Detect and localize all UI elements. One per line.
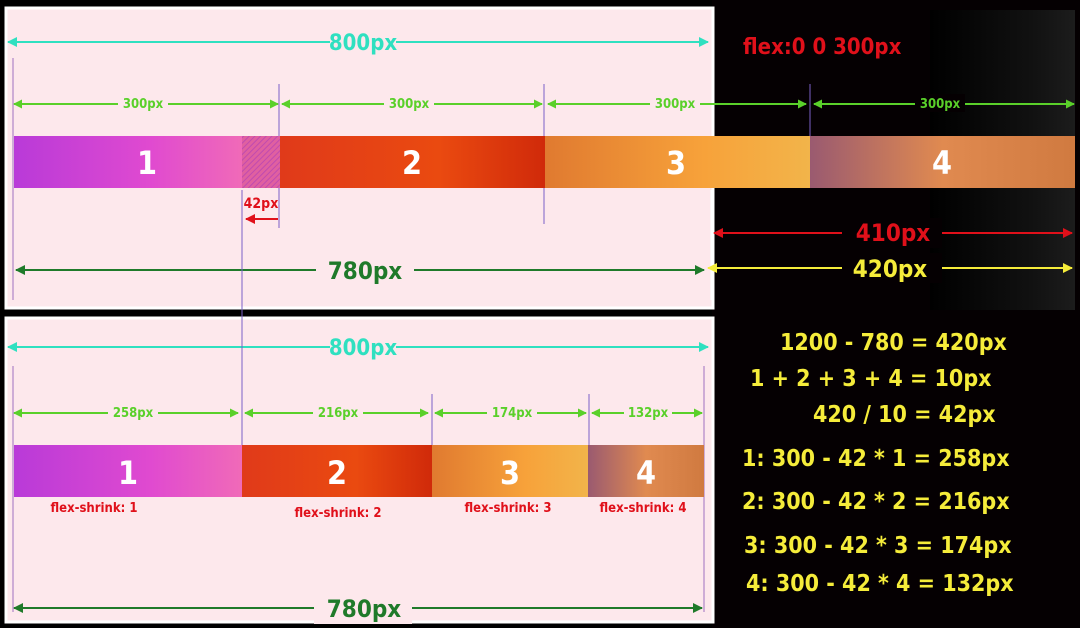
bottom-flex-items: 1 2 3 4	[14, 445, 704, 497]
top-item-2-label: 2	[402, 144, 422, 182]
formula-item-4: 4: 300 - 42 * 4 = 132px	[746, 571, 1014, 597]
bottom-item-width-3: 174px	[492, 406, 533, 421]
top-item-width-3: 300px	[655, 97, 696, 112]
formula-item-1: 1: 300 - 42 * 1 = 258px	[742, 446, 1010, 472]
top-item-1-label: 1	[137, 144, 157, 182]
bottom-item-3	[432, 445, 588, 497]
bottom-item-width-arrows: 258px 216px 174px 132px	[13, 403, 703, 421]
top-item-1-shrink-zone	[242, 136, 280, 188]
top-item-4	[810, 136, 1075, 188]
formula-unit: 420 / 10 = 42px	[813, 402, 996, 428]
top-panel: 800px 300px 300px 300px 300px 1	[4, 6, 1075, 310]
top-item-1	[14, 136, 242, 188]
bottom-content-label: 780px	[327, 595, 402, 623]
formula-shrink-sum: 1 + 2 + 3 + 4 = 10px	[750, 366, 992, 392]
bottom-panel: 800px 258px 216px 174px 132px 1 2	[4, 316, 715, 624]
flex-basis-label: flex:0 0 300px	[743, 35, 902, 60]
top-item-width-arrows: 300px 300px 300px 300px	[13, 94, 1075, 112]
top-item-4-label: 4	[932, 144, 952, 182]
formula-item-3: 3: 300 - 42 * 3 = 174px	[744, 533, 1012, 559]
top-content-label: 780px	[328, 257, 403, 285]
bottom-item-4-label: 4	[636, 454, 656, 492]
top-shrink-label: 42px	[244, 196, 279, 212]
bottom-shrink-label-1: flex-shrink: 1	[50, 501, 137, 516]
top-container-label: 800px	[329, 31, 397, 56]
bottom-item-2	[242, 445, 432, 497]
bottom-shrink-label-3: flex-shrink: 3	[464, 501, 551, 516]
bottom-item-4	[588, 445, 704, 497]
bottom-shrink-label-2: flex-shrink: 2	[294, 506, 381, 521]
top-item-width-4: 300px	[920, 97, 961, 112]
formula-list: 1200 - 780 = 420px 1 + 2 + 3 + 4 = 10px …	[742, 330, 1014, 597]
bottom-item-width-4: 132px	[628, 406, 669, 421]
formula-item-2: 2: 300 - 42 * 2 = 216px	[742, 489, 1010, 515]
overflow-yellow-label: 420px	[853, 255, 928, 283]
bottom-item-1-label: 1	[118, 454, 138, 492]
bottom-shrink-label-4: flex-shrink: 4	[599, 501, 686, 516]
top-item-width-2: 300px	[389, 97, 430, 112]
overflow-red-label: 410px	[856, 219, 931, 247]
top-item-2	[280, 136, 545, 188]
bottom-item-1	[14, 445, 242, 497]
bottom-item-2-label: 2	[327, 454, 347, 492]
top-flex-items: 1 2 3 4	[14, 136, 1075, 188]
bottom-item-width-2: 216px	[318, 406, 359, 421]
top-item-3-label: 3	[666, 144, 686, 182]
bottom-item-width-1: 258px	[113, 406, 154, 421]
bottom-item-3-label: 3	[500, 454, 520, 492]
top-item-3	[545, 136, 810, 188]
top-item-width-1: 300px	[123, 97, 164, 112]
formula-overflow: 1200 - 780 = 420px	[780, 330, 1008, 356]
bottom-container-label: 800px	[329, 336, 397, 361]
